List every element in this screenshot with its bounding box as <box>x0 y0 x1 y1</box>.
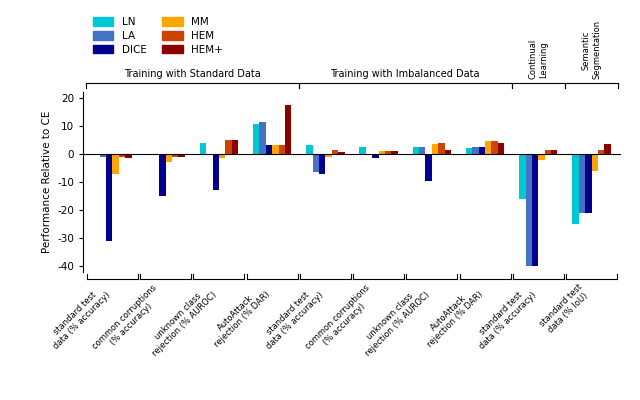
Bar <box>332 150 338 154</box>
Bar <box>172 154 179 157</box>
Text: standard test
data (% IoU): standard test data (% IoU) <box>538 283 591 336</box>
Text: unknown class
rejection (% AUROC): unknown class rejection (% AUROC) <box>356 283 432 358</box>
Bar <box>166 154 172 162</box>
Bar <box>419 147 426 154</box>
Bar <box>325 154 332 157</box>
Y-axis label: Performance Relative to CE: Performance Relative to CE <box>42 111 52 253</box>
Bar <box>266 146 272 154</box>
Bar <box>485 141 492 154</box>
Bar <box>259 122 266 154</box>
Bar <box>206 154 212 155</box>
Bar <box>591 154 598 171</box>
Bar <box>219 154 225 158</box>
Bar <box>579 154 585 213</box>
Bar <box>385 151 392 154</box>
Bar <box>319 154 325 174</box>
Bar <box>379 151 385 154</box>
Text: unknown class
rejection (% AUROC): unknown class rejection (% AUROC) <box>144 283 219 358</box>
Bar <box>598 150 604 154</box>
Bar <box>492 141 498 154</box>
Bar <box>306 146 312 154</box>
Bar <box>232 140 238 154</box>
Text: Continual
Learning: Continual Learning <box>529 39 548 79</box>
Legend: LN, LA, DICE, MM, HEM, HEM+: LN, LA, DICE, MM, HEM, HEM+ <box>88 13 227 59</box>
Bar <box>366 154 372 155</box>
Bar <box>253 124 259 154</box>
Bar <box>392 151 398 154</box>
Bar <box>338 152 344 154</box>
Bar <box>113 154 119 174</box>
Bar <box>438 143 445 154</box>
Bar <box>479 147 485 154</box>
Text: standard test
data (% accuracy): standard test data (% accuracy) <box>257 283 325 351</box>
Bar <box>532 154 538 266</box>
Bar <box>372 154 379 158</box>
Bar <box>426 154 432 180</box>
Bar <box>360 147 366 154</box>
Bar <box>147 154 153 155</box>
Bar <box>519 154 525 199</box>
Text: Training with Imbalanced Data: Training with Imbalanced Data <box>330 69 480 79</box>
Bar <box>545 150 551 154</box>
Text: AutoAttack
rejection (% DAR): AutoAttack rejection (% DAR) <box>205 283 272 349</box>
Bar <box>106 154 113 241</box>
Text: common corruptions
(% accuracy): common corruptions (% accuracy) <box>303 283 379 358</box>
Bar <box>212 154 219 190</box>
Bar <box>538 154 545 160</box>
Bar <box>93 154 100 155</box>
Bar <box>285 105 291 154</box>
Bar <box>432 144 438 154</box>
Text: common corruptions
(% accuracy): common corruptions (% accuracy) <box>90 283 166 358</box>
Text: standard test
data (% accuracy): standard test data (% accuracy) <box>470 283 538 351</box>
Bar <box>445 150 451 154</box>
Bar <box>572 154 579 224</box>
Bar <box>272 146 278 154</box>
Bar <box>100 154 106 157</box>
Bar <box>525 154 532 266</box>
Bar <box>159 154 166 196</box>
Text: standard test
data (% accuracy): standard test data (% accuracy) <box>45 283 113 351</box>
Bar <box>119 154 125 157</box>
Bar <box>200 143 206 154</box>
Bar <box>551 150 557 154</box>
Bar <box>413 147 419 154</box>
Bar <box>585 154 591 213</box>
Text: AutoAttack
rejection (% DAR): AutoAttack rejection (% DAR) <box>419 283 485 349</box>
Bar <box>125 154 132 158</box>
Text: Training with Standard Data: Training with Standard Data <box>124 69 260 79</box>
Bar <box>604 144 611 154</box>
Bar <box>472 147 479 154</box>
Text: Semantic
Segmentation: Semantic Segmentation <box>582 20 601 79</box>
Bar <box>179 154 185 157</box>
Bar <box>466 148 472 154</box>
Bar <box>225 140 232 154</box>
Bar <box>312 154 319 172</box>
Bar <box>278 146 285 154</box>
Bar <box>498 143 504 154</box>
Bar <box>153 154 159 155</box>
